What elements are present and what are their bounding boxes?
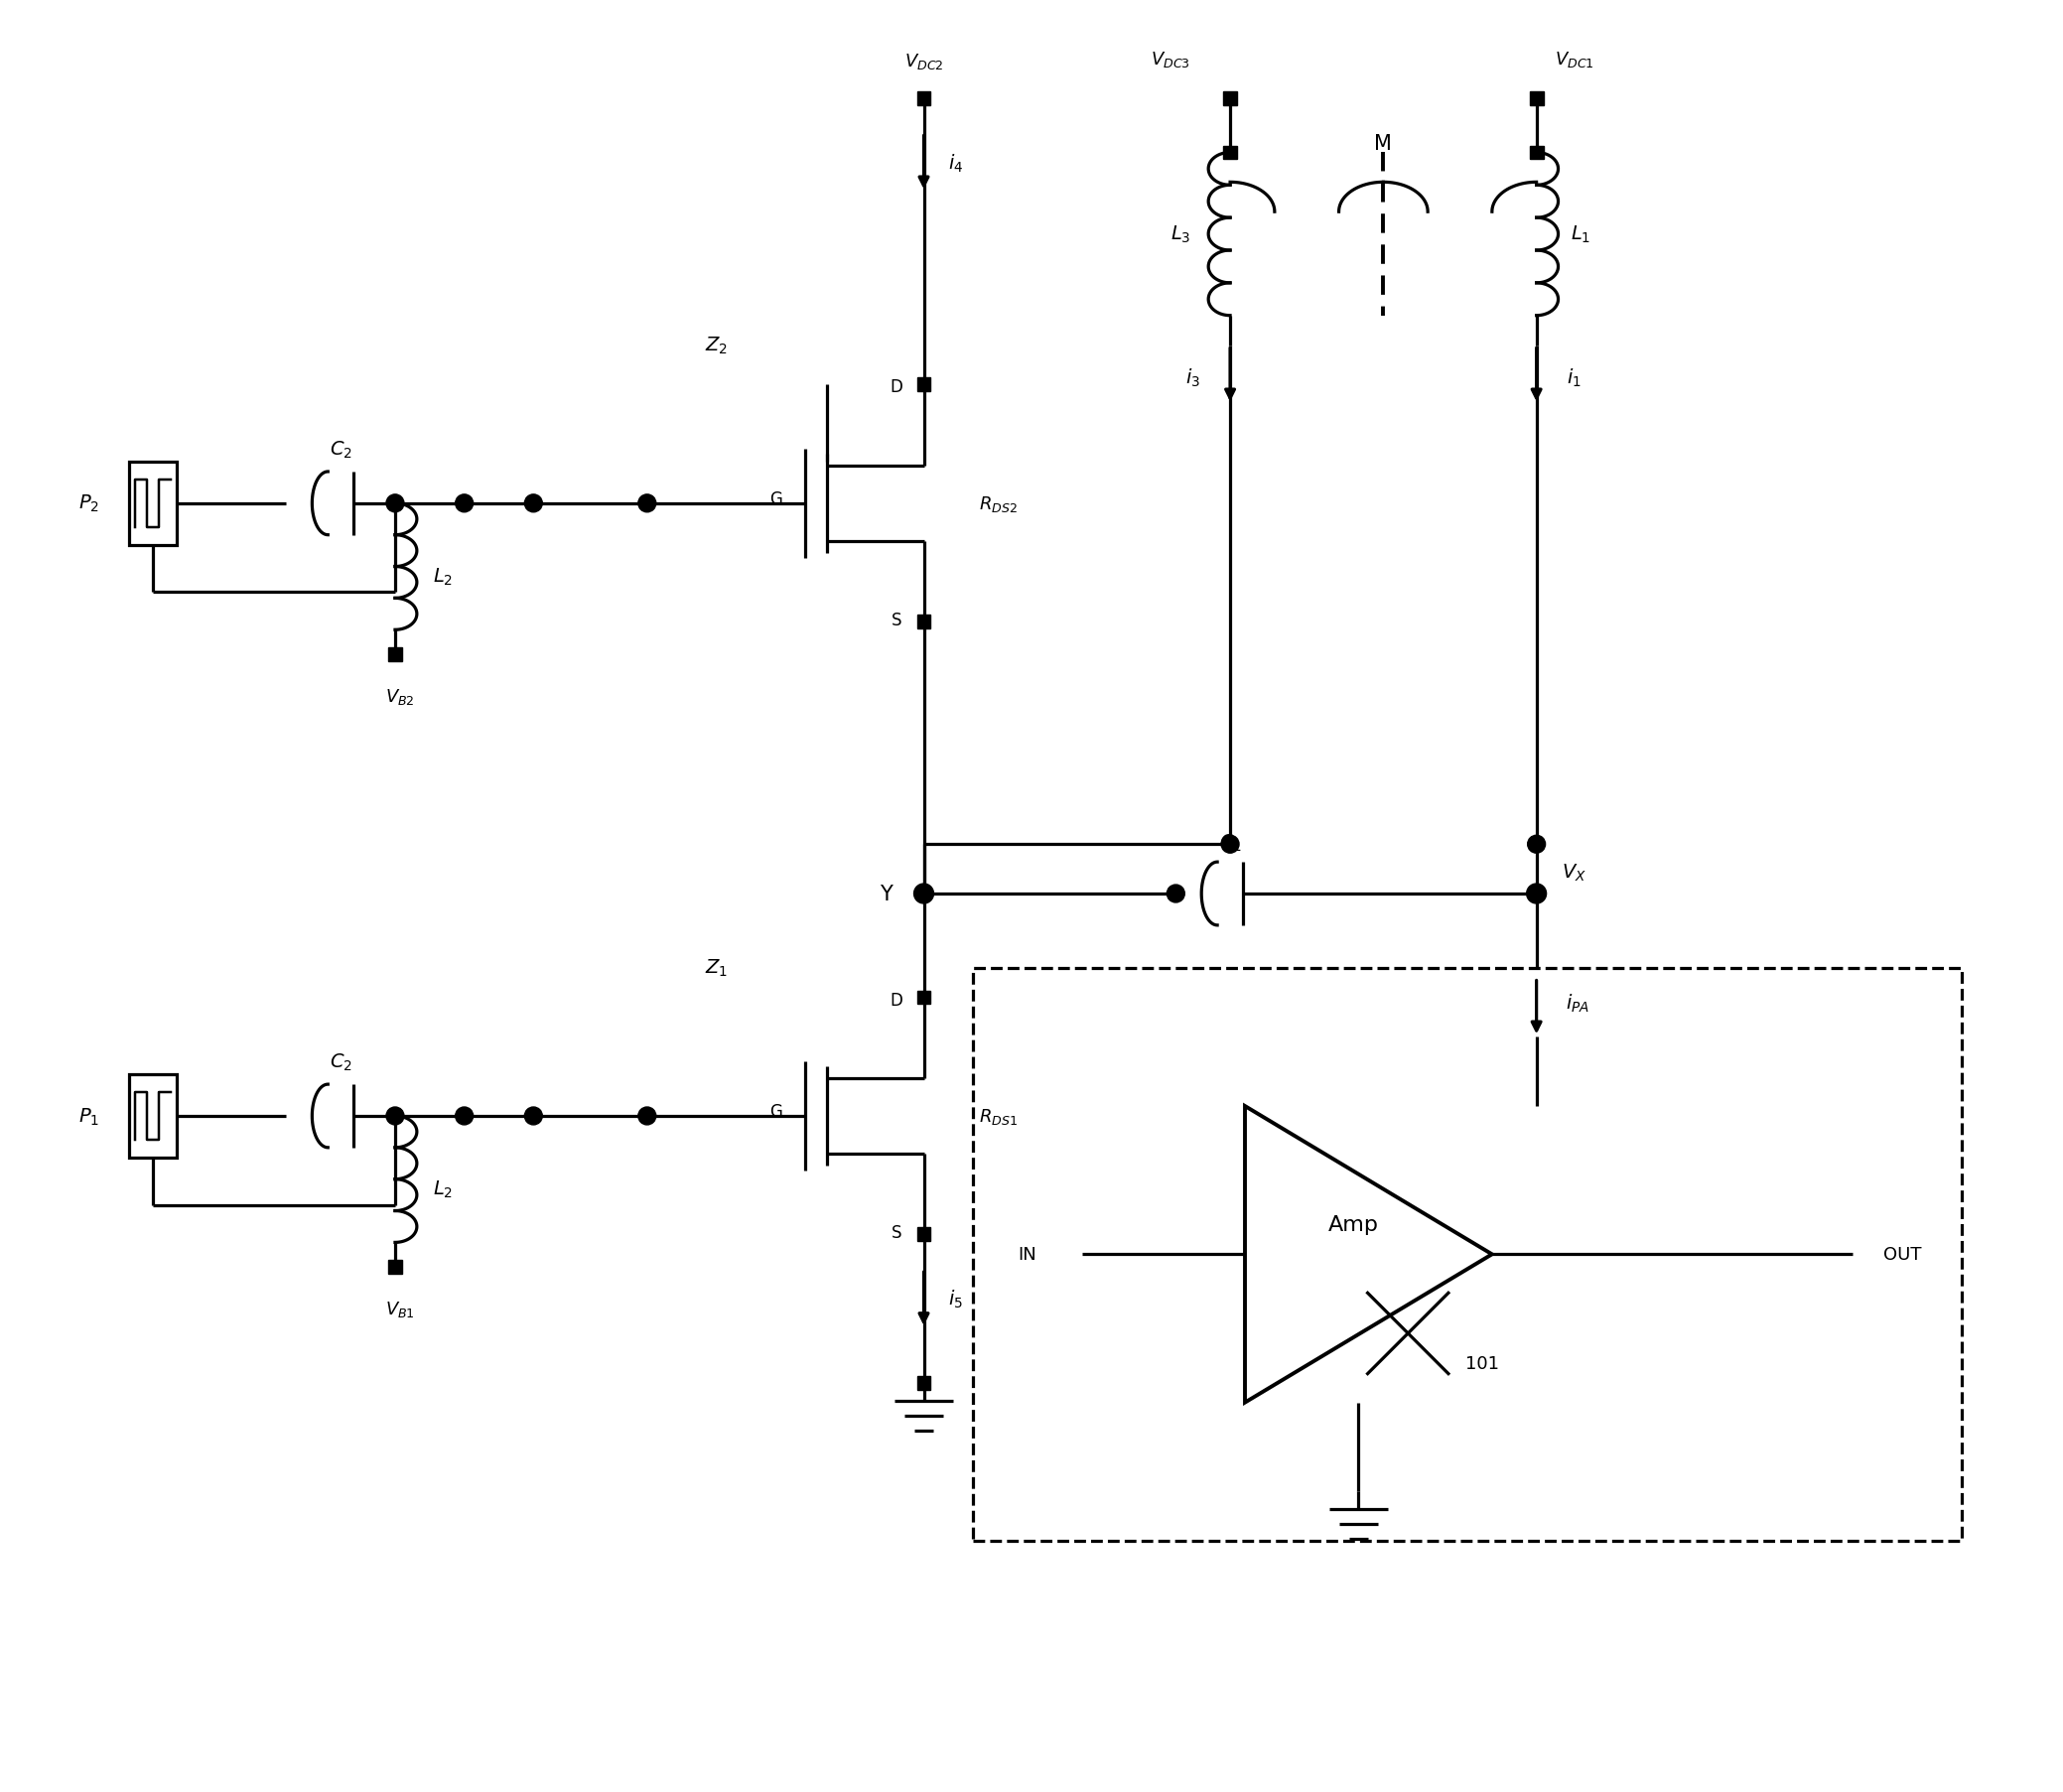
Circle shape xyxy=(1527,885,1545,903)
Circle shape xyxy=(1221,835,1240,853)
Text: $L_2$: $L_2$ xyxy=(433,566,452,588)
Text: $V_X$: $V_X$ xyxy=(1562,862,1586,883)
Bar xyxy=(388,1260,402,1274)
Text: $i_3$: $i_3$ xyxy=(1184,366,1201,389)
Text: $R_{DS1}$: $R_{DS1}$ xyxy=(978,1106,1017,1125)
Bar xyxy=(916,991,930,1005)
Text: G: G xyxy=(769,489,782,507)
Text: S: S xyxy=(891,611,902,629)
Bar xyxy=(916,91,930,106)
Circle shape xyxy=(637,1107,656,1125)
Text: $V_{DC2}$: $V_{DC2}$ xyxy=(904,52,943,72)
Text: $P_1$: $P_1$ xyxy=(78,1106,99,1127)
Bar xyxy=(130,1073,177,1158)
Text: $V_{B2}$: $V_{B2}$ xyxy=(386,686,415,706)
Bar xyxy=(388,649,402,661)
Circle shape xyxy=(914,883,935,903)
Text: $C_2$: $C_2$ xyxy=(330,439,353,461)
Text: S: S xyxy=(891,1224,902,1242)
Text: OUT: OUT xyxy=(1884,1245,1921,1263)
Text: $R_{DS2}$: $R_{DS2}$ xyxy=(978,495,1017,514)
Circle shape xyxy=(456,495,472,513)
Bar xyxy=(916,378,930,392)
Text: $Z_2$: $Z_2$ xyxy=(706,335,728,357)
Text: $V_{DC1}$: $V_{DC1}$ xyxy=(1553,50,1593,70)
Text: M: M xyxy=(1374,133,1393,154)
Circle shape xyxy=(386,1107,404,1125)
Text: $i_1$: $i_1$ xyxy=(1566,366,1582,389)
Text: $L_1$: $L_1$ xyxy=(1570,224,1591,246)
Circle shape xyxy=(524,1107,543,1125)
Text: D: D xyxy=(889,991,902,1009)
Text: $P_2$: $P_2$ xyxy=(78,493,99,514)
Text: $L_3$: $L_3$ xyxy=(1170,224,1190,246)
Text: $i_5$: $i_5$ xyxy=(949,1288,963,1310)
Text: Amp: Amp xyxy=(1329,1215,1378,1235)
Text: G: G xyxy=(769,1102,782,1120)
Bar xyxy=(916,1376,930,1391)
Text: $V_{B1}$: $V_{B1}$ xyxy=(386,1299,415,1319)
Circle shape xyxy=(1527,835,1545,853)
Bar xyxy=(1529,147,1543,159)
Text: $C_2$: $C_2$ xyxy=(330,1052,353,1072)
Text: $C_1$: $C_1$ xyxy=(1219,831,1242,853)
Bar xyxy=(916,1228,930,1242)
Bar xyxy=(1223,91,1238,106)
Text: D: D xyxy=(889,378,902,396)
Text: 101: 101 xyxy=(1465,1355,1500,1373)
Text: $i_4$: $i_4$ xyxy=(947,152,963,174)
Text: Y: Y xyxy=(879,883,893,903)
Circle shape xyxy=(1527,883,1547,903)
Bar xyxy=(1223,147,1238,159)
Circle shape xyxy=(386,495,404,513)
Text: IN: IN xyxy=(1019,1245,1038,1263)
Bar xyxy=(130,462,177,547)
Text: $L_2$: $L_2$ xyxy=(433,1179,452,1201)
Bar xyxy=(974,968,1962,1541)
Text: $V_{DC3}$: $V_{DC3}$ xyxy=(1151,50,1190,70)
Bar xyxy=(916,615,930,629)
Text: $Z_1$: $Z_1$ xyxy=(706,957,728,978)
Circle shape xyxy=(1168,885,1184,903)
Circle shape xyxy=(456,1107,472,1125)
Text: $i_{PA}$: $i_{PA}$ xyxy=(1566,991,1591,1014)
Circle shape xyxy=(524,495,543,513)
Circle shape xyxy=(637,495,656,513)
Bar xyxy=(1529,91,1543,106)
